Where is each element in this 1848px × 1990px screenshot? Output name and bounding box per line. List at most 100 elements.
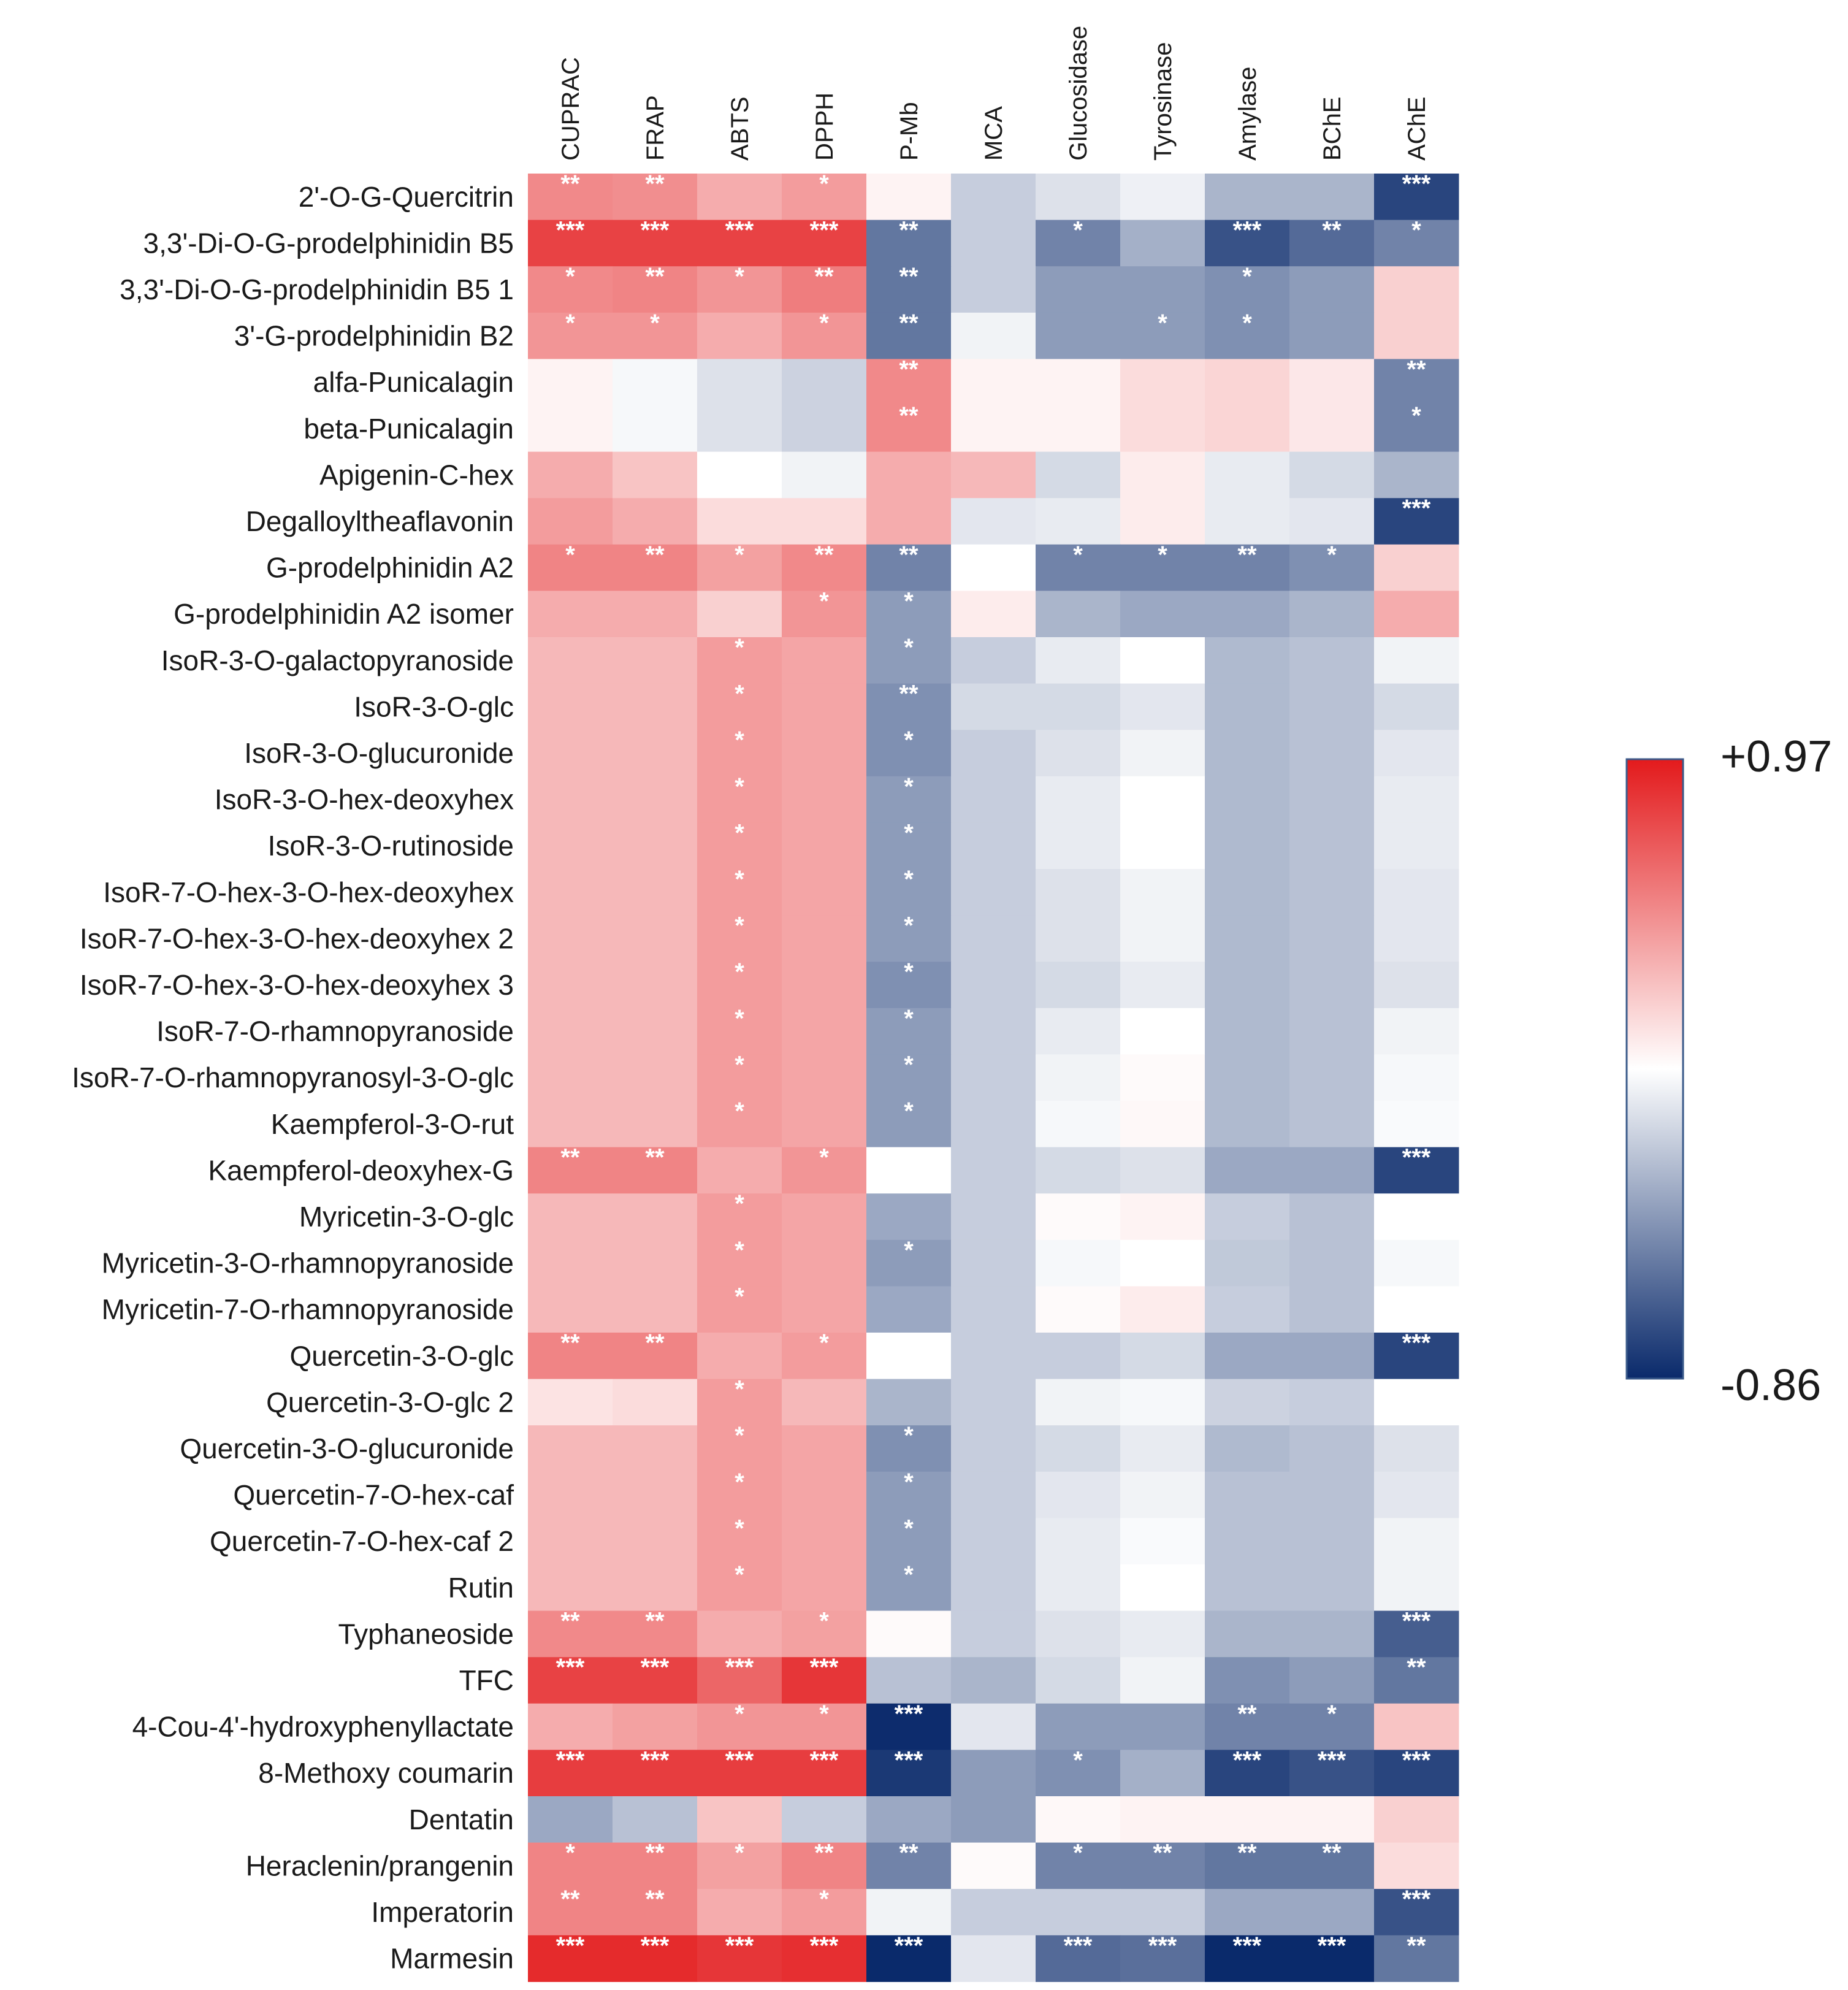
significance-star: ** [645, 263, 665, 290]
heatmap-cell [1036, 1379, 1121, 1426]
significance-star: * [735, 1005, 744, 1032]
heatmap-cell [528, 174, 613, 221]
heatmap-cell [613, 1564, 698, 1612]
significance-star: * [735, 1515, 744, 1542]
heatmap-cell [1036, 869, 1121, 916]
colorbar-min-label: -0.86 [1720, 1361, 1821, 1410]
heatmap-cell [697, 1333, 782, 1380]
heatmap-cell [528, 1703, 613, 1750]
row-label: IsoR-3-O-rutinoside [268, 830, 514, 862]
significance-star: * [904, 819, 914, 846]
significance-star: * [1073, 1747, 1083, 1774]
significance-star: ** [814, 263, 834, 290]
heatmap-cell [1374, 312, 1459, 359]
significance-star: * [904, 773, 914, 800]
heatmap-cell [613, 1610, 698, 1658]
row-label: Kaempferol-deoxyhex-G [208, 1154, 514, 1186]
significance-star: ** [899, 1840, 918, 1867]
heatmap-cell [1036, 359, 1121, 406]
heatmap-cell [1205, 266, 1290, 313]
heatmap-cell [1289, 220, 1375, 267]
heatmap-cell [1036, 1657, 1121, 1704]
significance-star: * [904, 959, 914, 985]
significance-star: * [904, 1561, 914, 1588]
row-label: 4-Cou-4'-hydroxyphenyllactate [132, 1711, 514, 1743]
significance-star: * [735, 959, 744, 985]
heatmap-cell [1120, 1935, 1205, 1982]
heatmap-cell [1289, 1796, 1375, 1843]
significance-star: *** [725, 217, 754, 244]
significance-star: *** [556, 1654, 585, 1681]
heatmap-cell [951, 1147, 1036, 1194]
row-label: Apigenin-C-hex [319, 459, 514, 491]
heatmap-cell [1289, 498, 1375, 545]
heatmap-cell [697, 544, 782, 591]
heatmap-cell [697, 266, 782, 313]
significance-star: *** [1402, 495, 1431, 522]
heatmap-cell [1120, 1239, 1205, 1287]
heatmap-cell [866, 1147, 952, 1194]
heatmap-cell [782, 869, 867, 916]
heatmap-cell [613, 1471, 698, 1518]
heatmap-cell [613, 1703, 698, 1750]
row-label: IsoR-7-O-rhamnopyranosyl-3-O-glc [72, 1062, 514, 1093]
heatmap-cell [1036, 591, 1121, 638]
heatmap-cell [782, 1333, 867, 1380]
heatmap-cell [1120, 730, 1205, 777]
heatmap-cell [1374, 1101, 1459, 1148]
heatmap-cell [613, 405, 698, 453]
heatmap-cell [866, 1101, 952, 1148]
significance-star: *** [725, 1932, 754, 1959]
heatmap-cell [1289, 1935, 1375, 1982]
heatmap-cell [1374, 1193, 1459, 1241]
heatmap-cell [1120, 1610, 1205, 1658]
heatmap-cell [528, 266, 613, 313]
row-label: Quercetin-7-O-hex-caf [233, 1479, 514, 1511]
heatmap-cell [1374, 174, 1459, 221]
heatmap-cell [866, 637, 952, 684]
heatmap-cell [697, 637, 782, 684]
significance-star: * [1411, 402, 1421, 429]
row-label: IsoR-7-O-hex-3-O-hex-deoxyhex 2 [80, 922, 514, 954]
heatmap-cell [1289, 1703, 1375, 1750]
significance-star: *** [556, 1932, 585, 1959]
heatmap-cell [613, 312, 698, 359]
significance-star: * [735, 1190, 744, 1217]
significance-star: * [819, 587, 829, 614]
heatmap-cell [1036, 915, 1121, 962]
heatmap-cell [1036, 1935, 1121, 1982]
heatmap-cell [782, 451, 867, 499]
heatmap-cell [1374, 1889, 1459, 1936]
heatmap-cell [613, 1796, 698, 1843]
heatmap-cell [782, 1842, 867, 1889]
significance-star: * [1327, 1701, 1337, 1728]
heatmap-cell [1374, 1333, 1459, 1380]
heatmap-cell [1289, 1008, 1375, 1055]
heatmap-cell [1289, 174, 1375, 221]
heatmap-cell [613, 637, 698, 684]
significance-star: *** [1402, 1144, 1431, 1171]
heatmap-cell [866, 1008, 952, 1055]
heatmap-cell [1205, 174, 1290, 221]
heatmap-cell [782, 1239, 867, 1287]
heatmap-cell [1036, 451, 1121, 499]
heatmap-cell [1205, 1935, 1290, 1982]
significance-star: ** [645, 1608, 665, 1635]
heatmap-cell [1374, 1518, 1459, 1565]
heatmap-cell [1120, 544, 1205, 591]
heatmap-cell [1289, 869, 1375, 916]
heatmap-cell [1205, 1889, 1290, 1936]
significance-star: ** [1153, 1840, 1172, 1867]
row-label: Kaempferol-3-O-rut [271, 1108, 514, 1140]
row-label: Typhaneoside [338, 1618, 514, 1650]
heatmap-cell [866, 683, 952, 730]
significance-star: * [819, 170, 829, 197]
heatmap-cell [866, 1379, 952, 1426]
row-label: Quercetin-3-O-glc [289, 1340, 514, 1372]
heatmap-cell [1289, 683, 1375, 730]
heatmap-cell [1374, 1842, 1459, 1889]
heatmap-cell [528, 1935, 613, 1982]
heatmap-cell [613, 1425, 698, 1472]
row-label: Degalloyltheaflavonin [246, 505, 514, 537]
